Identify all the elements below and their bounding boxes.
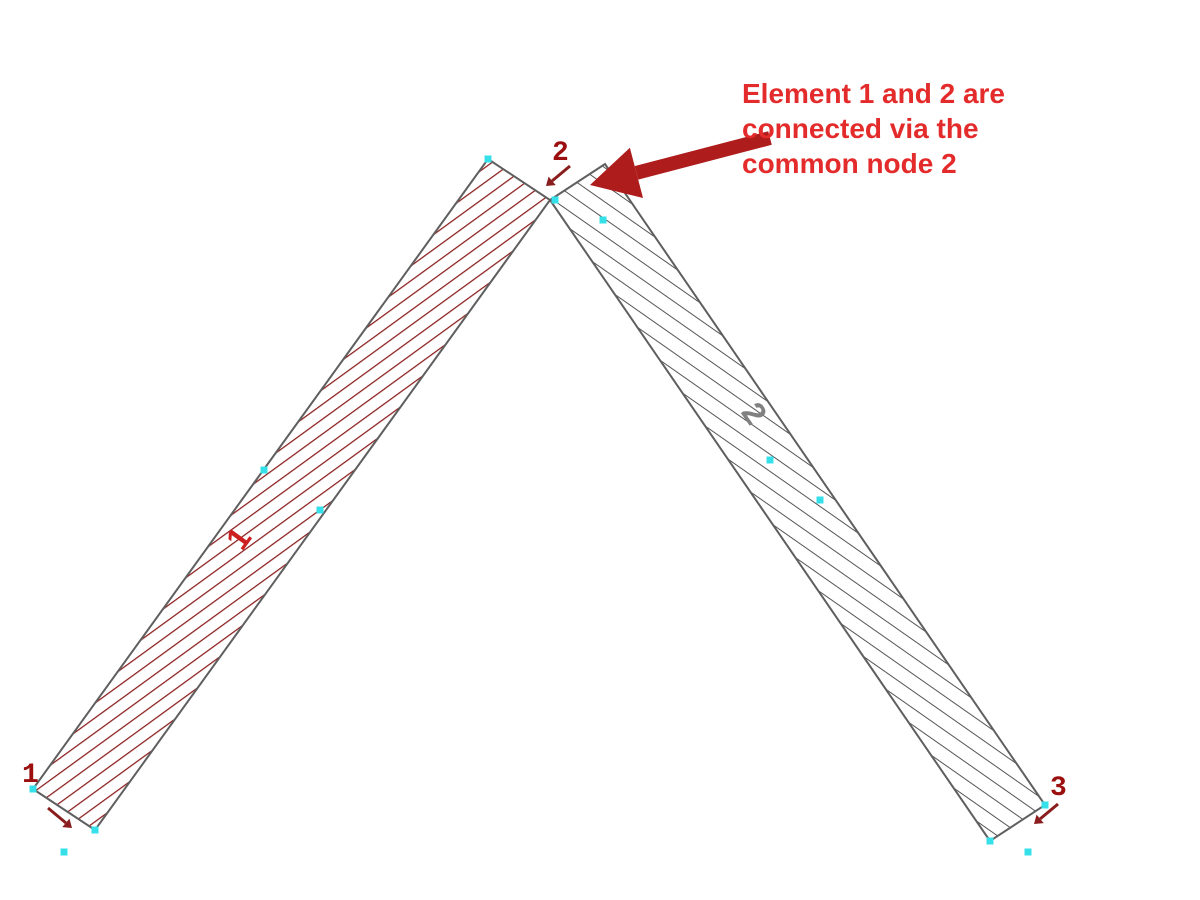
node-label-2: 2 xyxy=(552,138,569,169)
diagram-canvas: Element 1 and 2 are connected via the co… xyxy=(0,0,1200,900)
annotation-text: Element 1 and 2 are connected via the co… xyxy=(742,76,1005,181)
diagram-svg xyxy=(0,0,1200,900)
beam-2 xyxy=(550,164,1045,841)
beam-1 xyxy=(33,159,550,830)
node-arrow-1 xyxy=(546,166,570,186)
node-label-1: 1 xyxy=(22,760,39,791)
control-points xyxy=(30,156,1049,856)
node-label-3: 3 xyxy=(1050,773,1067,804)
